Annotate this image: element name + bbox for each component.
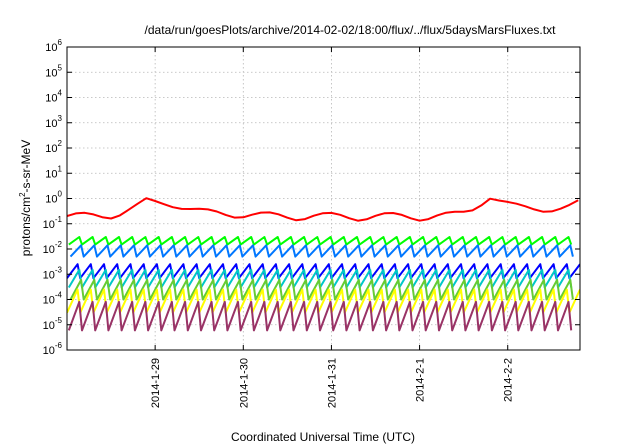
x-tick-label: 2014-2-2: [503, 358, 515, 402]
chart-title: /data/run/goesPlots/archive/2014-02-02/1…: [145, 23, 557, 37]
y-tick-base: 10: [43, 269, 55, 281]
y-tick-label: 103: [45, 114, 62, 130]
y-tick-base: 10: [45, 194, 57, 206]
y-tick-exponent: 1: [58, 164, 63, 173]
y-tick-label: 10-2: [43, 240, 63, 256]
y-tick-base: 10: [45, 42, 57, 54]
y-tick-exponent: -2: [55, 240, 63, 249]
y-tick-label: 105: [45, 63, 62, 79]
x-tick-label: 2014-1-30: [238, 358, 250, 408]
y-tick-label: 102: [45, 139, 62, 155]
series-line-2: [68, 236, 573, 246]
y-tick-exponent: 4: [58, 89, 63, 98]
y-tick-exponent: 2: [58, 139, 63, 148]
y-tick-label: 10-5: [43, 316, 63, 332]
y-tick-base: 10: [45, 168, 57, 180]
series-layer: [67, 197, 580, 332]
y-tick-base: 10: [45, 93, 57, 105]
y-tick-label: 10-3: [43, 265, 63, 281]
y-tick-base: 10: [45, 67, 57, 79]
series-line-4: [67, 263, 580, 280]
series-line-7: [67, 288, 580, 314]
axis-ticks: 10-610-510-410-310-210-11001011021031041…: [43, 38, 580, 408]
y-tick-label: 10-6: [43, 341, 63, 357]
y-tick-exponent: -3: [55, 265, 63, 274]
y-axis-label-base: protons/cm: [19, 197, 33, 256]
y-tick-exponent: -5: [55, 316, 63, 325]
y-tick-exponent: -6: [55, 341, 63, 350]
series-line-1: [67, 197, 579, 222]
y-tick-exponent: 6: [58, 38, 63, 47]
y-tick-label: 10-1: [43, 215, 63, 231]
y-tick-exponent: -1: [55, 215, 63, 224]
y-tick-exponent: 0: [58, 190, 63, 199]
y-tick-label: 106: [45, 38, 62, 54]
y-tick-label: 101: [45, 164, 62, 180]
x-tick-label: 2014-2-1: [415, 358, 427, 402]
y-tick-label: 100: [45, 190, 62, 206]
y-tick-label: 10-4: [43, 291, 63, 307]
y-tick-base: 10: [43, 219, 55, 231]
series-line-3: [69, 244, 574, 258]
y-tick-exponent: -4: [55, 291, 63, 300]
y-tick-label: 104: [45, 89, 62, 105]
x-tick-label: 2014-1-29: [150, 358, 162, 408]
x-tick-label: 2014-1-31: [326, 358, 338, 408]
y-tick-base: 10: [43, 295, 55, 307]
series-line-6: [69, 278, 574, 301]
y-tick-base: 10: [43, 320, 55, 332]
y-tick-exponent: 5: [58, 63, 63, 72]
y-tick-base: 10: [43, 345, 55, 357]
x-axis-label: Coordinated Universal Time (UTC): [231, 430, 415, 444]
y-axis-label: protons/cm2-s-sr-MeV: [18, 140, 33, 256]
y-tick-base: 10: [43, 244, 55, 256]
y-tick-base: 10: [45, 143, 57, 155]
series-line-8: [67, 300, 573, 332]
y-tick-base: 10: [45, 118, 57, 130]
y-axis-label-rest: -s-sr-MeV: [19, 140, 33, 193]
y-axis-label-sup: 2: [18, 192, 27, 197]
y-tick-exponent: 3: [58, 114, 63, 123]
